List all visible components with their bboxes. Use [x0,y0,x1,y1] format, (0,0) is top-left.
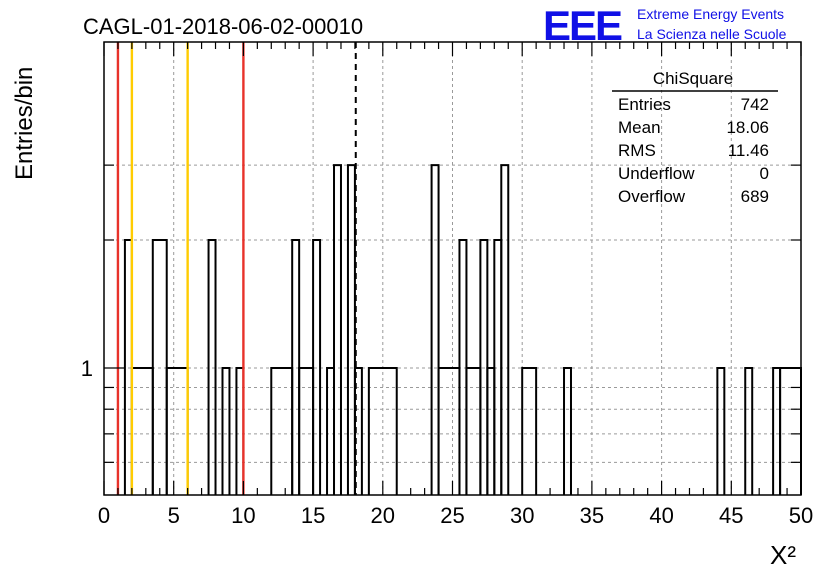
x-tick-label: 35 [580,503,604,528]
x-tick-label: 5 [168,503,180,528]
x-tick-label: 0 [98,503,110,528]
x-tick-label: 50 [789,503,813,528]
stats-label: Entries [618,95,671,114]
plot-area: 0 5 10 15 20 25 30 35 40 45 50 1 [81,41,813,528]
histogram-bin [716,367,726,495]
histogram-bin [500,164,510,495]
x-tick-label: 15 [301,503,325,528]
x-tick-label: 10 [231,503,255,528]
stats-label: RMS [618,141,656,160]
histogram-bin [312,239,322,495]
stats-value: 689 [741,187,769,206]
stats-value: 0 [760,164,769,183]
x-tick-label: 20 [371,503,395,528]
eee-logo: EEE Extreme Energy Events La Scienza nel… [543,2,787,49]
stats-value: 742 [741,95,769,114]
y-axis-label: Entries/bin [11,67,38,180]
x-tick-label: 45 [719,503,743,528]
stats-value: 18.06 [726,118,769,137]
histogram-bin [333,164,342,495]
x-tick-label: 25 [440,503,464,528]
stats-title: ChiSquare [653,69,733,88]
x-tick-label: 30 [510,503,534,528]
histogram-bin [367,367,398,495]
histogram-bin [207,239,217,495]
y-tick-label: 1 [81,356,93,381]
stats-value: 11.46 [728,141,769,160]
chart-title: CAGL-01-2018-06-02-00010 [83,14,363,39]
histogram-bin [221,367,231,495]
eee-logo-text: EEE [543,2,622,49]
x-axis-label: X² [770,540,796,570]
eee-line-2: La Scienza nelle Scuole [637,26,787,42]
histogram-bin [744,367,754,495]
stats-label: Overflow [618,187,686,206]
histogram-bin [521,367,538,495]
stats-label: Underflow [618,164,695,183]
histogram-bin [563,367,572,495]
stats-label: Mean [618,118,661,137]
stats-box: ChiSquare Entries 742 Mean 18.06 RMS 11.46 Und… [612,69,778,206]
x-tick-label: 40 [649,503,673,528]
histogram-bin [430,164,440,495]
eee-line-1: Extreme Energy Events [637,6,784,22]
